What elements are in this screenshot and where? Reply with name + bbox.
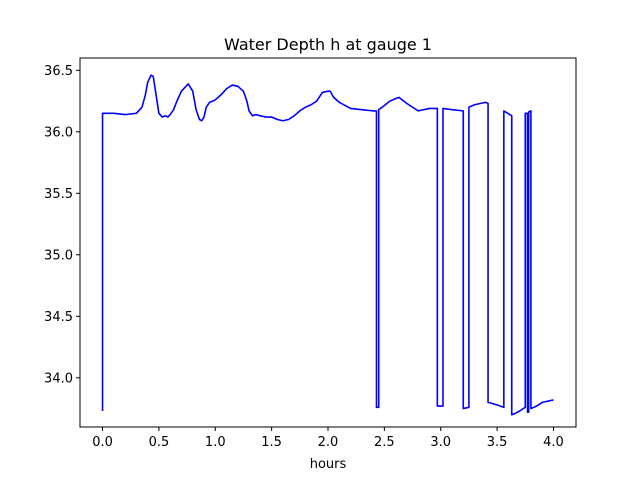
series-line — [101, 74, 554, 416]
x-tick-label: 0.5 — [149, 435, 170, 450]
y-tick-label: 34.0 — [44, 371, 73, 386]
y-tick-label: 36.0 — [44, 125, 73, 140]
x-tick-label: 4.0 — [543, 435, 564, 450]
plot-area — [80, 58, 576, 427]
x-tick-label: 3.5 — [487, 435, 508, 450]
x-tick-label: 2.5 — [374, 435, 395, 450]
x-tick-label: 1.5 — [261, 435, 282, 450]
series-layer — [101, 74, 554, 416]
x-tick-label: 0.0 — [92, 435, 113, 450]
y-axis-ticks: 34.0 34.5 35.0 35.5 36.0 36.5 — [44, 64, 80, 386]
y-tick-label: 36.5 — [44, 64, 73, 79]
x-tick-label: 3.0 — [430, 435, 451, 450]
x-tick-label: 2.0 — [318, 435, 339, 450]
x-axis-ticks: 0.0 0.5 1.0 1.5 2.0 2.5 3.0 3.5 4.0 — [92, 427, 564, 450]
y-tick-label: 35.5 — [44, 187, 73, 202]
y-tick-label: 34.5 — [44, 310, 73, 325]
x-axis-label: hours — [310, 457, 347, 472]
y-tick-label: 35.0 — [44, 248, 73, 263]
x-tick-label: 1.0 — [205, 435, 226, 450]
chart-title: Water Depth h at gauge 1 — [224, 35, 432, 54]
plot-frame — [79, 57, 577, 428]
